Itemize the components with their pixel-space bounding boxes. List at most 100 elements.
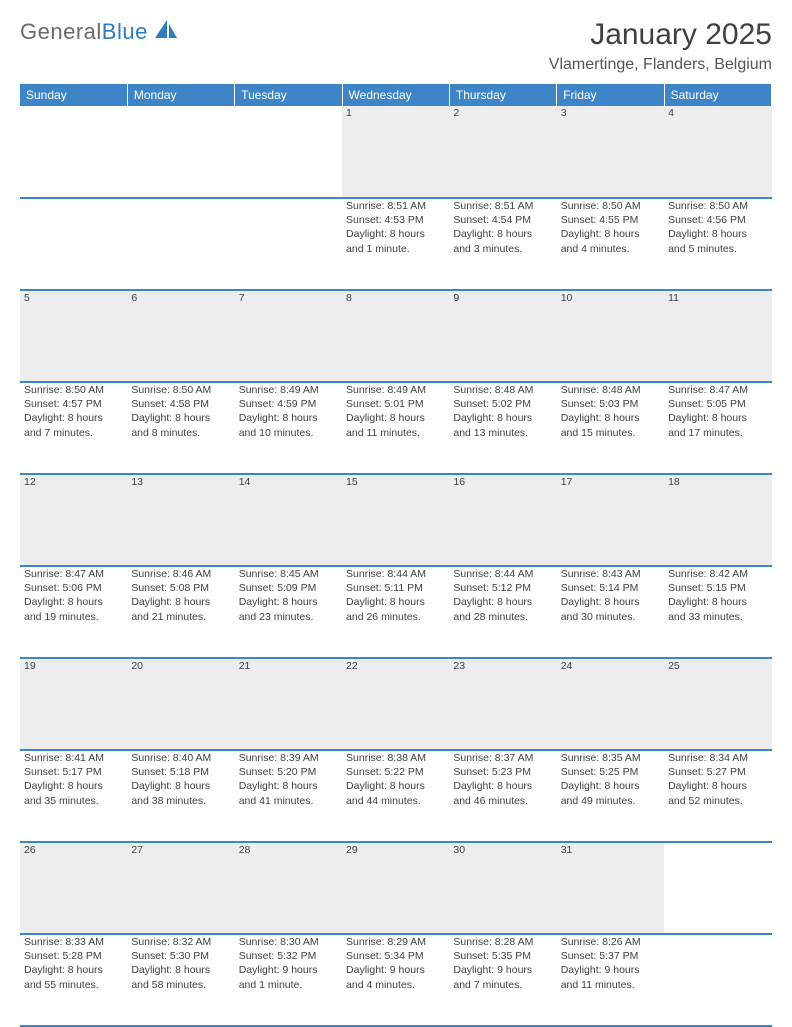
daylight-line-1: Daylight: 9 hours	[453, 963, 552, 977]
calendar-header: SundayMondayTuesdayWednesdayThursdayFrid…	[20, 84, 772, 106]
sunrise-line: Sunrise: 8:35 AM	[561, 751, 660, 765]
sunset-line: Sunset: 5:32 PM	[239, 949, 338, 963]
day-number-cell: 16	[449, 474, 556, 566]
daylight-line-1: Daylight: 9 hours	[346, 963, 445, 977]
sunset-line: Sunset: 5:28 PM	[24, 949, 123, 963]
day-cell: Sunrise: 8:47 AMSunset: 5:06 PMDaylight:…	[20, 566, 127, 658]
day-number-cell: 20	[127, 658, 234, 750]
sail-icon	[153, 18, 179, 45]
day-number-cell: 6	[127, 290, 234, 382]
day-number-cell	[664, 842, 771, 934]
day-content-row: Sunrise: 8:50 AMSunset: 4:57 PMDaylight:…	[20, 382, 772, 474]
day-cell: Sunrise: 8:40 AMSunset: 5:18 PMDaylight:…	[127, 750, 234, 842]
daylight-line-2: and 3 minutes.	[453, 242, 552, 256]
daylight-line-2: and 1 minute.	[346, 242, 445, 256]
daylight-line-2: and 17 minutes.	[668, 426, 767, 440]
sunset-line: Sunset: 5:11 PM	[346, 581, 445, 595]
day-number-cell: 2	[449, 106, 556, 198]
day-number-cell: 13	[127, 474, 234, 566]
day-cell	[664, 934, 771, 1026]
sunrise-line: Sunrise: 8:40 AM	[131, 751, 230, 765]
sunset-line: Sunset: 5:06 PM	[24, 581, 123, 595]
day-number-cell: 5	[20, 290, 127, 382]
day-cell: Sunrise: 8:38 AMSunset: 5:22 PMDaylight:…	[342, 750, 449, 842]
daylight-line-1: Daylight: 8 hours	[239, 595, 338, 609]
daylight-line-2: and 52 minutes.	[668, 794, 767, 808]
sunrise-line: Sunrise: 8:39 AM	[239, 751, 338, 765]
month-title: January 2025	[549, 18, 772, 52]
sunrise-line: Sunrise: 8:41 AM	[24, 751, 123, 765]
day-number-cell: 15	[342, 474, 449, 566]
day-content-row: Sunrise: 8:51 AMSunset: 4:53 PMDaylight:…	[20, 198, 772, 290]
daylight-line-1: Daylight: 8 hours	[24, 595, 123, 609]
day-cell: Sunrise: 8:48 AMSunset: 5:03 PMDaylight:…	[557, 382, 664, 474]
day-cell: Sunrise: 8:51 AMSunset: 4:54 PMDaylight:…	[449, 198, 556, 290]
day-number-row: 19202122232425	[20, 658, 772, 750]
day-cell: Sunrise: 8:35 AMSunset: 5:25 PMDaylight:…	[557, 750, 664, 842]
sunrise-line: Sunrise: 8:44 AM	[453, 567, 552, 581]
day-content-row: Sunrise: 8:47 AMSunset: 5:06 PMDaylight:…	[20, 566, 772, 658]
sunrise-line: Sunrise: 8:47 AM	[668, 383, 767, 397]
sunset-line: Sunset: 5:23 PM	[453, 765, 552, 779]
daylight-line-1: Daylight: 8 hours	[346, 227, 445, 241]
daylight-line-2: and 49 minutes.	[561, 794, 660, 808]
day-number-cell	[235, 106, 342, 198]
sunset-line: Sunset: 5:34 PM	[346, 949, 445, 963]
sunset-line: Sunset: 5:02 PM	[453, 397, 552, 411]
daylight-line-1: Daylight: 8 hours	[668, 227, 767, 241]
day-number-cell: 9	[449, 290, 556, 382]
sunrise-line: Sunrise: 8:30 AM	[239, 935, 338, 949]
daylight-line-1: Daylight: 8 hours	[131, 779, 230, 793]
day-number-row: 12131415161718	[20, 474, 772, 566]
sunset-line: Sunset: 4:57 PM	[24, 397, 123, 411]
sunrise-line: Sunrise: 8:26 AM	[561, 935, 660, 949]
day-number-cell: 27	[127, 842, 234, 934]
day-cell: Sunrise: 8:29 AMSunset: 5:34 PMDaylight:…	[342, 934, 449, 1026]
day-number-cell: 26	[20, 842, 127, 934]
daylight-line-1: Daylight: 8 hours	[239, 779, 338, 793]
day-cell: Sunrise: 8:50 AMSunset: 4:58 PMDaylight:…	[127, 382, 234, 474]
weekday-header: Friday	[557, 84, 664, 106]
sunset-line: Sunset: 5:22 PM	[346, 765, 445, 779]
day-number-cell: 23	[449, 658, 556, 750]
day-number-cell: 1	[342, 106, 449, 198]
daylight-line-2: and 44 minutes.	[346, 794, 445, 808]
day-cell: Sunrise: 8:49 AMSunset: 4:59 PMDaylight:…	[235, 382, 342, 474]
day-number-cell: 11	[664, 290, 771, 382]
daylight-line-2: and 41 minutes.	[239, 794, 338, 808]
weekday-header: Sunday	[20, 84, 127, 106]
weekday-header: Monday	[127, 84, 234, 106]
sunset-line: Sunset: 4:54 PM	[453, 213, 552, 227]
daylight-line-2: and 1 minute.	[239, 978, 338, 992]
sunset-line: Sunset: 5:27 PM	[668, 765, 767, 779]
daylight-line-1: Daylight: 8 hours	[24, 779, 123, 793]
weekday-header: Thursday	[449, 84, 556, 106]
day-number-cell	[127, 106, 234, 198]
sunrise-line: Sunrise: 8:49 AM	[239, 383, 338, 397]
day-number-row: 262728293031	[20, 842, 772, 934]
daylight-line-1: Daylight: 8 hours	[668, 595, 767, 609]
sunset-line: Sunset: 5:12 PM	[453, 581, 552, 595]
day-number-row: 1234	[20, 106, 772, 198]
daylight-line-1: Daylight: 8 hours	[24, 411, 123, 425]
daylight-line-1: Daylight: 8 hours	[453, 779, 552, 793]
daylight-line-1: Daylight: 8 hours	[346, 411, 445, 425]
sunrise-line: Sunrise: 8:50 AM	[131, 383, 230, 397]
day-number-cell: 7	[235, 290, 342, 382]
sunrise-line: Sunrise: 8:43 AM	[561, 567, 660, 581]
sunrise-line: Sunrise: 8:42 AM	[668, 567, 767, 581]
sunset-line: Sunset: 5:15 PM	[668, 581, 767, 595]
calendar-body: 1234 Sunrise: 8:51 AMSunset: 4:53 PMDayl…	[20, 106, 772, 1026]
daylight-line-2: and 7 minutes.	[24, 426, 123, 440]
day-number-cell: 21	[235, 658, 342, 750]
day-number-cell: 22	[342, 658, 449, 750]
daylight-line-1: Daylight: 8 hours	[453, 227, 552, 241]
day-cell	[235, 198, 342, 290]
sunset-line: Sunset: 5:37 PM	[561, 949, 660, 963]
sunset-line: Sunset: 5:18 PM	[131, 765, 230, 779]
daylight-line-2: and 35 minutes.	[24, 794, 123, 808]
sunrise-line: Sunrise: 8:29 AM	[346, 935, 445, 949]
day-number-cell: 8	[342, 290, 449, 382]
daylight-line-1: Daylight: 9 hours	[561, 963, 660, 977]
day-cell: Sunrise: 8:45 AMSunset: 5:09 PMDaylight:…	[235, 566, 342, 658]
